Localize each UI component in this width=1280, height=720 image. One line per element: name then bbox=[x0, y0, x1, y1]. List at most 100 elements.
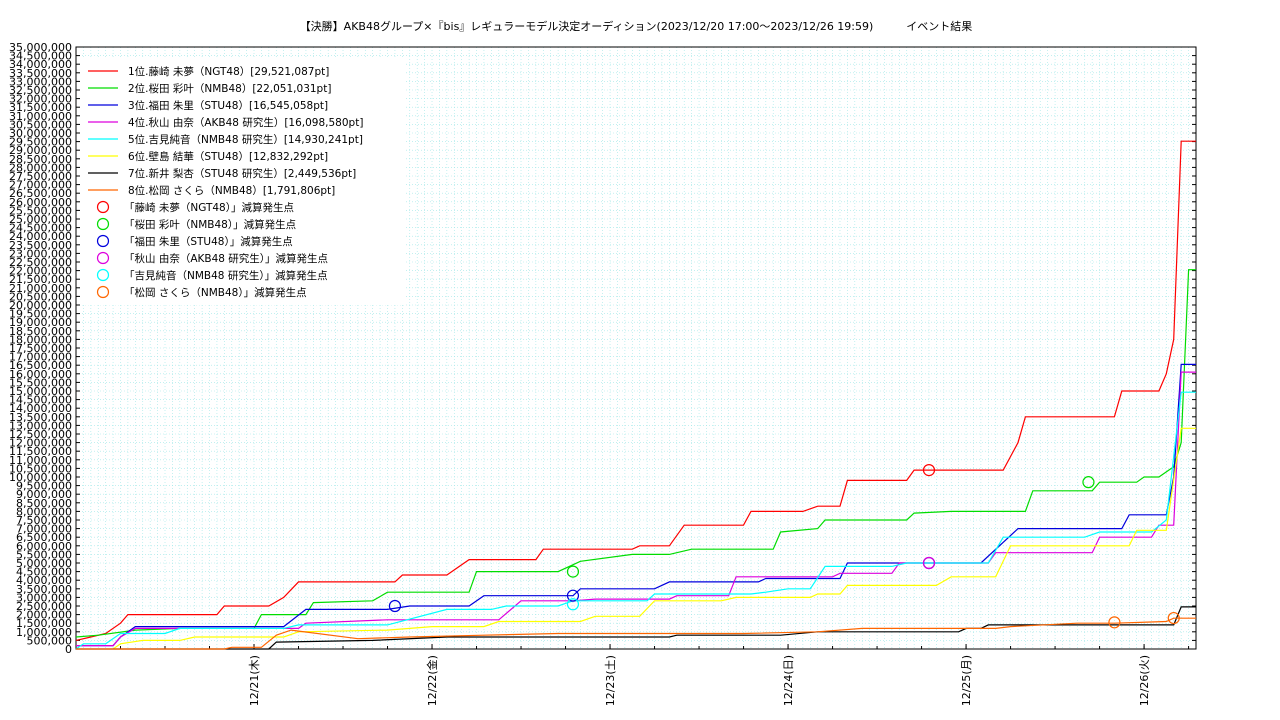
y-tick-label: 25,500,000 bbox=[9, 204, 72, 217]
y-tick-label: 20,500,000 bbox=[9, 290, 72, 303]
legend-label-2: 2位.桜田 彩叶（NMB48）[22,051,031pt] bbox=[128, 82, 331, 95]
y-tick-label: 30,000,000 bbox=[9, 127, 72, 140]
y-tick-label: 22,000,000 bbox=[9, 265, 72, 278]
y-tick-label: 3,000,000 bbox=[16, 591, 72, 604]
x-tick-label: 12/21(木) bbox=[248, 655, 261, 706]
y-tick-label: 19,000,000 bbox=[9, 316, 72, 329]
deduction-marker-6 bbox=[1167, 611, 1180, 625]
legend-marker-label-2: 「桜田 彩叶（NMB48）」減算発生点 bbox=[124, 218, 296, 231]
y-tick-label: 0 bbox=[65, 643, 72, 656]
y-tick-label: 34,500,000 bbox=[9, 50, 72, 63]
y-tick-label: 34,000,000 bbox=[9, 58, 72, 71]
y-tick-label: 13,000,000 bbox=[9, 419, 72, 432]
y-tick-label: 19,500,000 bbox=[9, 308, 72, 321]
legend-label-5: 5位.吉見純音（NMB48 研究生）[14,930,241pt] bbox=[128, 133, 363, 146]
y-tick-label: 6,000,000 bbox=[16, 540, 72, 553]
legend-marker-label-6: 「松岡 さくら（NMB48）」減算発生点 bbox=[124, 286, 307, 299]
y-tick-label: 6,500,000 bbox=[16, 531, 72, 544]
legend-label-4: 4位.秋山 由奈（AKB48 研究生）[16,098,580pt] bbox=[128, 116, 363, 129]
y-tick-label: 3,500,000 bbox=[16, 583, 72, 596]
y-tick-label: 27,500,000 bbox=[9, 170, 72, 183]
y-tick-label: 11,000,000 bbox=[9, 454, 72, 467]
y-tick-label: 8,000,000 bbox=[16, 505, 72, 518]
y-tick-label: 7,000,000 bbox=[16, 523, 72, 536]
y-tick-label: 21,000,000 bbox=[9, 282, 72, 295]
deduction-marker-1 bbox=[922, 464, 936, 477]
y-tick-label: 28,000,000 bbox=[9, 161, 72, 174]
legend-marker-2 bbox=[96, 217, 110, 231]
y-tick-label: 12,000,000 bbox=[9, 437, 72, 450]
y-tick-label: 5,000,000 bbox=[16, 557, 72, 570]
legend-label-6: 6位.壁島 結華（STU48）[12,832,292pt] bbox=[128, 150, 328, 163]
deduction-marker-5 bbox=[566, 598, 580, 611]
y-tick-label: 27,000,000 bbox=[9, 179, 72, 192]
y-tick-label: 29,000,000 bbox=[9, 144, 72, 157]
deduction-marker-2 bbox=[566, 565, 580, 578]
x-tick-label: 12/26(火) bbox=[1138, 655, 1151, 706]
y-tick-label: 13,500,000 bbox=[9, 411, 72, 424]
legend-marker-label-5: 「吉見純音（NMB48 研究生）」減算発生点 bbox=[124, 269, 328, 282]
legend: 1位.藤崎 未夢（NGT48）[29,521,087pt] 2位.桜田 彩叶（NM… bbox=[88, 65, 363, 299]
deduction-markers bbox=[388, 464, 1180, 629]
y-tick-label: 10,500,000 bbox=[9, 462, 72, 475]
x-axis: 12/21(木) 12/22(金) 12/23(土) 12/24(日) 12/25(月)… bbox=[75, 644, 1190, 706]
series-line-8 bbox=[76, 617, 1196, 650]
y-tick-label: 17,000,000 bbox=[9, 351, 72, 364]
y-tick-label: 4,500,000 bbox=[16, 566, 72, 579]
y-tick-label: 32,000,000 bbox=[9, 93, 72, 106]
deduction-marker-4 bbox=[922, 556, 936, 570]
y-tick-label: 10,000,000 bbox=[9, 471, 72, 484]
y-tick-label: 4,000,000 bbox=[16, 574, 72, 587]
series-line-1 bbox=[75, 140, 1196, 641]
y-tick-label: 32,500,000 bbox=[9, 84, 72, 97]
y-tick-label: 31,000,000 bbox=[9, 110, 72, 123]
legend-label-1: 1位.藤崎 未夢（NGT48）[29,521,087pt] bbox=[128, 65, 329, 78]
y-tick-label: 30,500,000 bbox=[9, 118, 72, 131]
deduction-marker-3 bbox=[566, 589, 580, 602]
y-tick-label: 7,500,000 bbox=[16, 514, 72, 527]
y-tick-label: 15,500,000 bbox=[9, 376, 72, 389]
legend-marker-label-4: 「秋山 由奈（AKB48 研究生）」減算発生点 bbox=[124, 252, 328, 265]
y-tick-label: 1,500,000 bbox=[16, 617, 72, 630]
y-tick-label: 20,000,000 bbox=[9, 299, 72, 312]
y-tick-label: 24,500,000 bbox=[9, 222, 72, 235]
y-tick-label: 31,500,000 bbox=[9, 101, 72, 114]
series-line-3 bbox=[76, 363, 1196, 647]
legend-marker-3 bbox=[96, 234, 110, 248]
series-line-2 bbox=[75, 269, 1196, 638]
legend-marker-1 bbox=[96, 200, 110, 214]
y-tick-label: 2,000,000 bbox=[16, 609, 72, 622]
y-tick-label: 24,000,000 bbox=[9, 230, 72, 243]
y-tick-label: 35,000,000 bbox=[9, 41, 72, 54]
y-tick-label: 29,500,000 bbox=[9, 136, 72, 149]
y-tick-label: 33,500,000 bbox=[9, 67, 72, 80]
y-tick-label: 2,500,000 bbox=[16, 600, 72, 613]
y-tick-label: 17,500,000 bbox=[9, 342, 72, 355]
x-tick-label: 12/24(日) bbox=[782, 655, 795, 706]
y-tick-label: 500,000 bbox=[27, 634, 73, 647]
legend-label-8: 8位.松岡 さくら（NMB48）[1,791,806pt] bbox=[128, 184, 335, 197]
series-line-5 bbox=[75, 391, 1196, 650]
y-tick-label: 14,000,000 bbox=[9, 402, 72, 415]
legend-label-3: 3位.福田 朱里（STU48）[16,545,058pt] bbox=[128, 99, 328, 112]
y-tick-label: 15,000,000 bbox=[9, 385, 72, 398]
y-tick-label: 28,500,000 bbox=[9, 153, 72, 166]
deduction-marker-3 bbox=[388, 599, 402, 613]
x-tick-label: 12/22(金) bbox=[425, 655, 439, 706]
chart-title: 【決勝】AKB48グループ×『bis』レギュラーモデル決定オーディション(202… bbox=[300, 19, 973, 33]
y-tick-label: 9,000,000 bbox=[16, 488, 72, 501]
y-tick-label: 16,500,000 bbox=[9, 359, 72, 372]
legend-background bbox=[80, 58, 405, 305]
x-tick-label: 12/25(月) bbox=[960, 655, 973, 706]
y-tick-label: 25,000,000 bbox=[9, 213, 72, 226]
y-tick-label: 33,000,000 bbox=[9, 75, 72, 88]
y-tick-label: 18,000,000 bbox=[9, 333, 72, 346]
y-tick-label: 11,500,000 bbox=[9, 445, 72, 458]
y-tick-label: 9,500,000 bbox=[16, 480, 72, 493]
y-tick-label: 1,000,000 bbox=[16, 626, 72, 639]
legend-marker-label-1: 「藤崎 未夢（NGT48）」減算発生点 bbox=[124, 201, 294, 214]
y-tick-label: 23,000,000 bbox=[9, 247, 72, 260]
series-line-4 bbox=[76, 371, 1196, 647]
legend-marker-4 bbox=[96, 251, 110, 265]
